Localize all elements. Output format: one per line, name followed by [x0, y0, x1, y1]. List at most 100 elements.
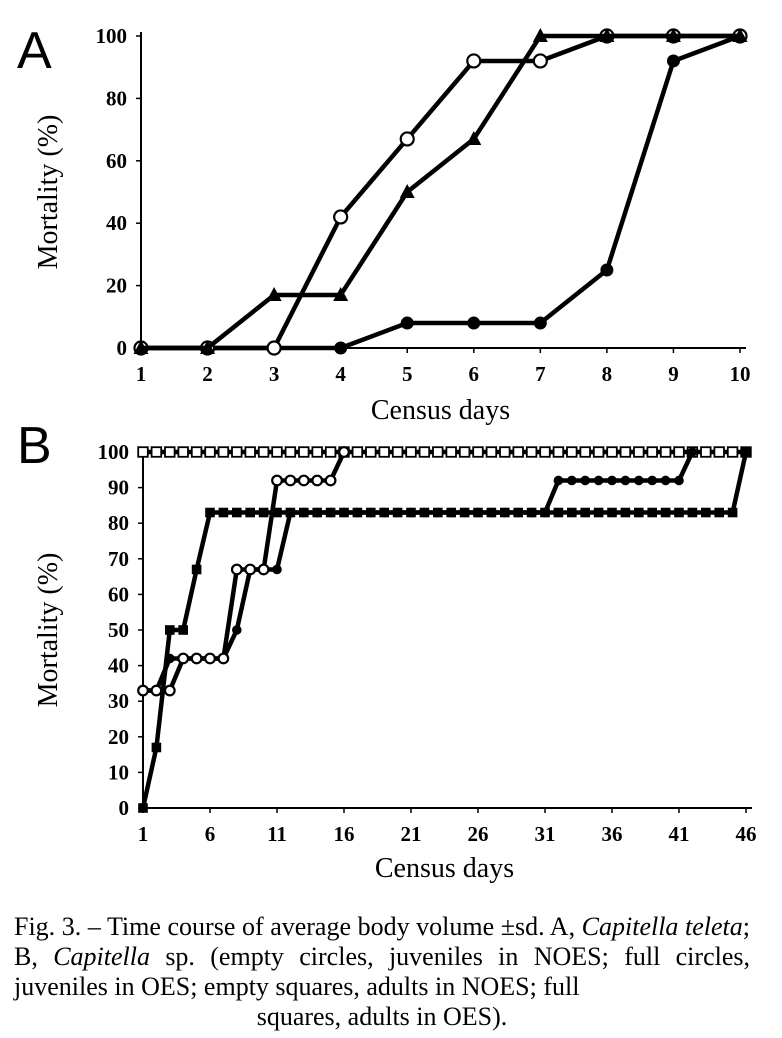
- data-point: [324, 474, 337, 487]
- data-point: [620, 507, 631, 518]
- data-point: [532, 53, 548, 69]
- y-tick-label: 90: [108, 476, 129, 500]
- data-point: [133, 340, 149, 354]
- panel-letter: B: [17, 417, 52, 475]
- data-point: [257, 563, 270, 576]
- data-point: [485, 446, 498, 458]
- data-point: [339, 507, 349, 518]
- series-open-circle: [137, 446, 350, 697]
- data-point: [634, 475, 644, 486]
- data-point: [713, 446, 725, 458]
- y-tick-label: 60: [108, 582, 129, 606]
- data-point: [205, 507, 215, 518]
- data-point: [700, 446, 712, 458]
- x-tick-label: 21: [401, 822, 422, 846]
- data-point: [607, 475, 617, 486]
- data-point: [272, 507, 282, 518]
- data-point: [333, 286, 349, 301]
- data-point: [190, 446, 203, 458]
- data-point: [311, 474, 324, 487]
- data-point: [446, 507, 457, 518]
- data-point: [540, 507, 550, 518]
- data-point: [687, 447, 698, 457]
- data-point: [351, 446, 364, 458]
- x-axis-title: Census days: [371, 395, 510, 426]
- data-point: [553, 507, 564, 518]
- data-point: [284, 474, 297, 487]
- data-point: [419, 507, 430, 518]
- caption-suffix: sp. (empty circles, juveniles in NOES; f…: [14, 942, 750, 1001]
- caption-prefix: Fig. 3. – Time course of average body vo…: [14, 912, 582, 941]
- data-point: [285, 507, 296, 518]
- data-point: [245, 507, 255, 518]
- x-tick-label: 11: [267, 822, 287, 846]
- x-tick-label: 1: [138, 822, 149, 846]
- x-tick-label: 7: [535, 362, 546, 386]
- y-tick-label: 80: [108, 511, 129, 535]
- data-point: [606, 446, 618, 458]
- data-point: [533, 316, 547, 330]
- data-point: [334, 341, 348, 355]
- data-point: [499, 446, 511, 458]
- data-point: [687, 507, 698, 518]
- x-tick-label: 4: [335, 362, 346, 386]
- x-tick-label: 2: [202, 362, 213, 386]
- caption-species-b: Capitella: [53, 942, 150, 971]
- data-point: [217, 652, 230, 665]
- data-point: [472, 446, 484, 458]
- x-tick-label: 26: [468, 822, 489, 846]
- data-point: [620, 475, 631, 486]
- data-point: [406, 507, 416, 518]
- x-tick-label: 9: [668, 362, 679, 386]
- data-point: [432, 446, 444, 458]
- data-point: [244, 563, 257, 576]
- x-tick-label: 5: [402, 362, 413, 386]
- data-point: [512, 446, 524, 458]
- data-point: [190, 652, 203, 665]
- y-tick-label: 70: [108, 547, 129, 571]
- data-point: [218, 507, 229, 518]
- x-tick-label: 8: [602, 362, 613, 386]
- series-filled-circle: [134, 29, 747, 355]
- data-point: [325, 507, 336, 518]
- data-point: [647, 475, 657, 486]
- data-point: [163, 684, 176, 697]
- data-point: [231, 446, 243, 458]
- series-line: [141, 33, 740, 351]
- data-point: [458, 446, 471, 458]
- panel-letter: A: [17, 22, 52, 80]
- data-point: [284, 446, 297, 458]
- data-point: [673, 446, 685, 458]
- y-tick-label: 40: [106, 211, 127, 235]
- data-point: [525, 446, 538, 458]
- y-tick-label: 50: [108, 618, 129, 642]
- x-axis-title: Census days: [375, 853, 514, 884]
- caption-species-a: Capitella teleta: [581, 912, 743, 941]
- data-point: [165, 653, 175, 664]
- data-point: [378, 446, 390, 458]
- data-point: [726, 446, 739, 458]
- data-point: [665, 28, 681, 42]
- y-tick-label: 30: [108, 689, 129, 713]
- x-tick-label: 46: [736, 822, 757, 846]
- data-point: [164, 446, 176, 458]
- data-point: [137, 446, 149, 458]
- y-tick-label: 40: [108, 654, 129, 678]
- data-point: [579, 446, 591, 458]
- series-open-circle: [133, 28, 748, 356]
- series-open-square: [137, 446, 752, 458]
- data-point: [271, 446, 283, 458]
- data-point: [204, 652, 216, 665]
- series-line: [141, 33, 741, 351]
- data-point: [333, 209, 349, 225]
- data-point: [659, 446, 672, 458]
- data-point: [593, 507, 604, 518]
- y-tick-label: 20: [106, 274, 127, 298]
- data-point: [633, 446, 645, 458]
- data-point: [392, 507, 403, 518]
- data-point: [567, 507, 577, 518]
- y-tick-label: 60: [106, 149, 127, 173]
- series-filled-square: [138, 447, 751, 813]
